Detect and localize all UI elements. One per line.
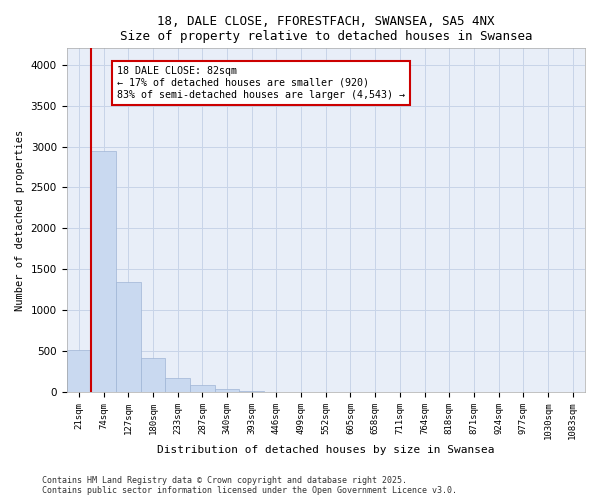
- Bar: [140, 358, 165, 392]
- Bar: [190, 384, 215, 392]
- X-axis label: Distribution of detached houses by size in Swansea: Distribution of detached houses by size …: [157, 445, 494, 455]
- Bar: [67, 350, 91, 392]
- Text: Contains HM Land Registry data © Crown copyright and database right 2025.
Contai: Contains HM Land Registry data © Crown c…: [42, 476, 457, 495]
- Title: 18, DALE CLOSE, FFORESTFACH, SWANSEA, SA5 4NX
Size of property relative to detac: 18, DALE CLOSE, FFORESTFACH, SWANSEA, SA…: [119, 15, 532, 43]
- Bar: [116, 282, 140, 392]
- Bar: [165, 378, 190, 392]
- Bar: [91, 150, 116, 392]
- Y-axis label: Number of detached properties: Number of detached properties: [15, 130, 25, 311]
- Text: 18 DALE CLOSE: 82sqm
← 17% of detached houses are smaller (920)
83% of semi-deta: 18 DALE CLOSE: 82sqm ← 17% of detached h…: [117, 66, 405, 100]
- Bar: [215, 389, 239, 392]
